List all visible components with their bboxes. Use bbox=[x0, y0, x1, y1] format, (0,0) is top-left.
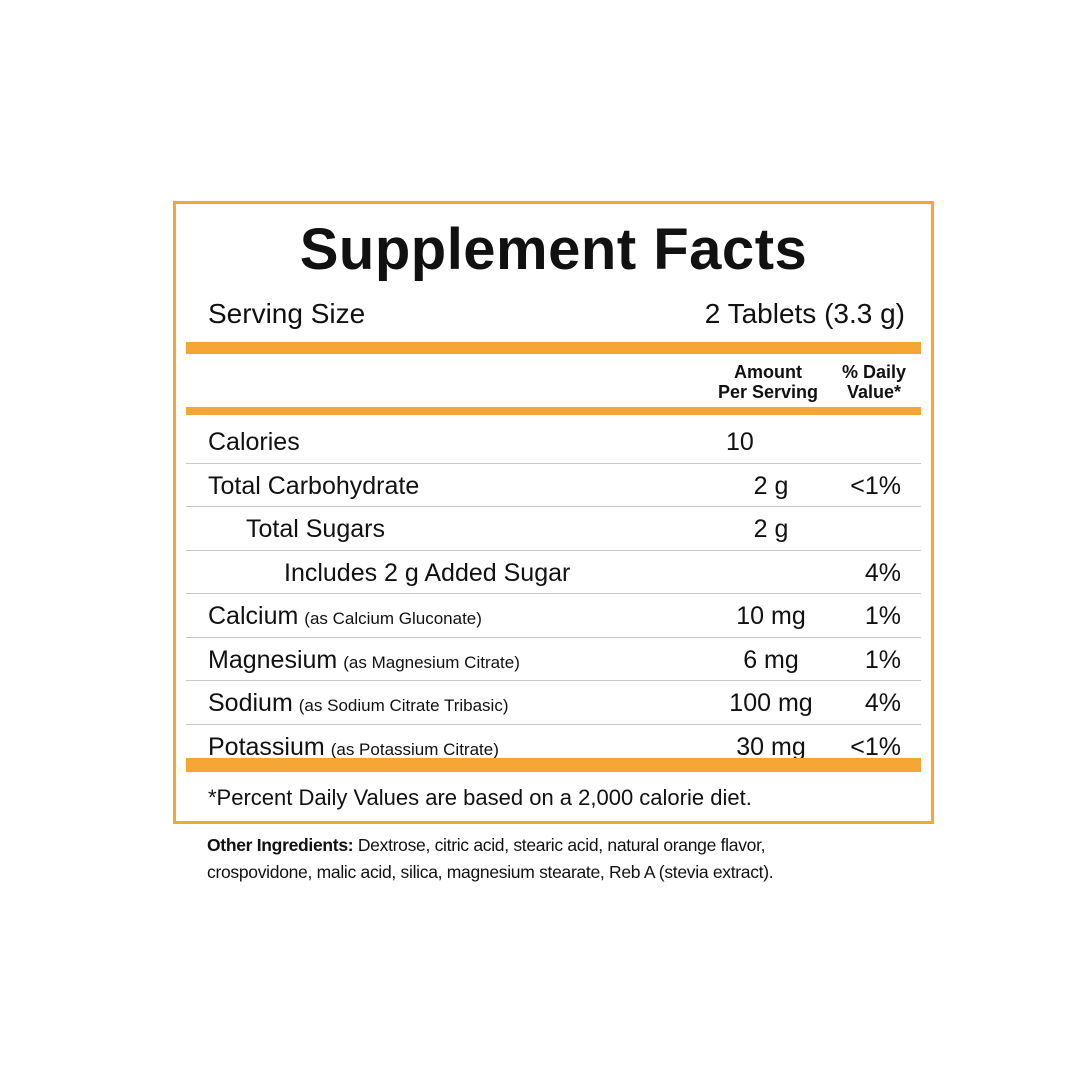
nutrient-amount: 2 g bbox=[753, 515, 789, 543]
table-row: Calcium (as Calcium Gluconate) 10 mg 1% bbox=[186, 594, 921, 638]
supplement-facts-panel: Supplement Facts Serving Size 2 Tablets … bbox=[173, 201, 934, 824]
nutrient-amount: 10 bbox=[726, 428, 754, 456]
nutrient-name: Includes 2 g Added Sugar bbox=[284, 558, 571, 587]
table-row: Includes 2 g Added Sugar 4% bbox=[186, 551, 921, 594]
thick-divider-header bbox=[186, 407, 921, 415]
nutrient-daily-value: 1% bbox=[864, 645, 901, 674]
serving-size-label: Serving Size bbox=[208, 298, 366, 329]
table-row: Total Sugars 2 g bbox=[186, 507, 921, 551]
table-row: Total Carbohydrate 2 g <1% bbox=[186, 464, 921, 507]
dv-header-line1: % Daily bbox=[841, 362, 907, 382]
nutrient-table: Calories 10 Total Carbohydrate 2 g <1% T… bbox=[186, 420, 921, 767]
nutrient-source: (as Calcium Gluconate) bbox=[304, 609, 482, 628]
daily-value-footnote: *Percent Daily Values are based on a 2,0… bbox=[208, 785, 752, 810]
nutrient-source: (as Potassium Citrate) bbox=[330, 739, 499, 759]
nutrient-name: Total Sugars bbox=[246, 515, 385, 543]
nutrient-amount: 6 mg bbox=[743, 645, 799, 674]
table-row: Calories 10 bbox=[186, 420, 921, 464]
amount-header-line2: Per Serving bbox=[717, 382, 819, 402]
nutrient-daily-value: 1% bbox=[864, 602, 901, 630]
nutrient-daily-value: <1% bbox=[850, 732, 901, 761]
dv-header-line2: Value* bbox=[846, 382, 902, 402]
table-row: Sodium (as Sodium Citrate Tribasic) 100 m… bbox=[186, 681, 921, 725]
nutrient-name: Calcium (as Calcium Gluconate) bbox=[208, 602, 482, 630]
nutrient-amount: 2 g bbox=[753, 471, 789, 500]
other-ingredients-label: Other Ingredients: bbox=[207, 835, 354, 855]
panel-title: Supplement Facts bbox=[299, 217, 808, 282]
nutrient-name: Potassium (as Potassium Citrate) bbox=[208, 732, 499, 761]
table-row: Magnesium (as Magnesium Citrate) 6 mg 1% bbox=[186, 638, 921, 681]
amount-header-line1: Amount bbox=[734, 362, 802, 382]
serving-size-value: 2 Tablets (3.3 g) bbox=[704, 298, 905, 329]
nutrient-name: Magnesium (as Magnesium Citrate) bbox=[208, 645, 520, 674]
daily-value-header: % Daily Value* bbox=[834, 362, 914, 402]
other-ingredients: Other Ingredients: Dextrose, citric acid… bbox=[207, 832, 827, 886]
nutrient-name: Total Carbohydrate bbox=[208, 471, 420, 500]
nutrient-amount: 30 mg bbox=[736, 732, 806, 761]
nutrient-source: (as Magnesium Citrate) bbox=[343, 652, 520, 672]
thick-divider-bottom bbox=[186, 758, 921, 772]
nutrient-amount: 100 mg bbox=[729, 689, 813, 717]
other-ingredients-text: Dextrose, citric acid, stearic acid, nat… bbox=[207, 835, 774, 882]
amount-per-serving-header: Amount Per Serving bbox=[708, 362, 828, 402]
nutrient-source: (as Sodium Citrate Tribasic) bbox=[298, 696, 509, 715]
table-row: Potassium (as Potassium Citrate) 30 mg <1… bbox=[186, 725, 921, 768]
thick-divider-top bbox=[186, 342, 921, 354]
nutrient-daily-value: 4% bbox=[864, 689, 901, 717]
nutrient-daily-value: 4% bbox=[864, 558, 901, 587]
nutrient-daily-value: <1% bbox=[850, 471, 901, 500]
nutrient-amount: 10 mg bbox=[736, 602, 806, 630]
nutrient-name: Calories bbox=[208, 428, 300, 456]
nutrient-name: Sodium (as Sodium Citrate Tribasic) bbox=[208, 689, 509, 717]
